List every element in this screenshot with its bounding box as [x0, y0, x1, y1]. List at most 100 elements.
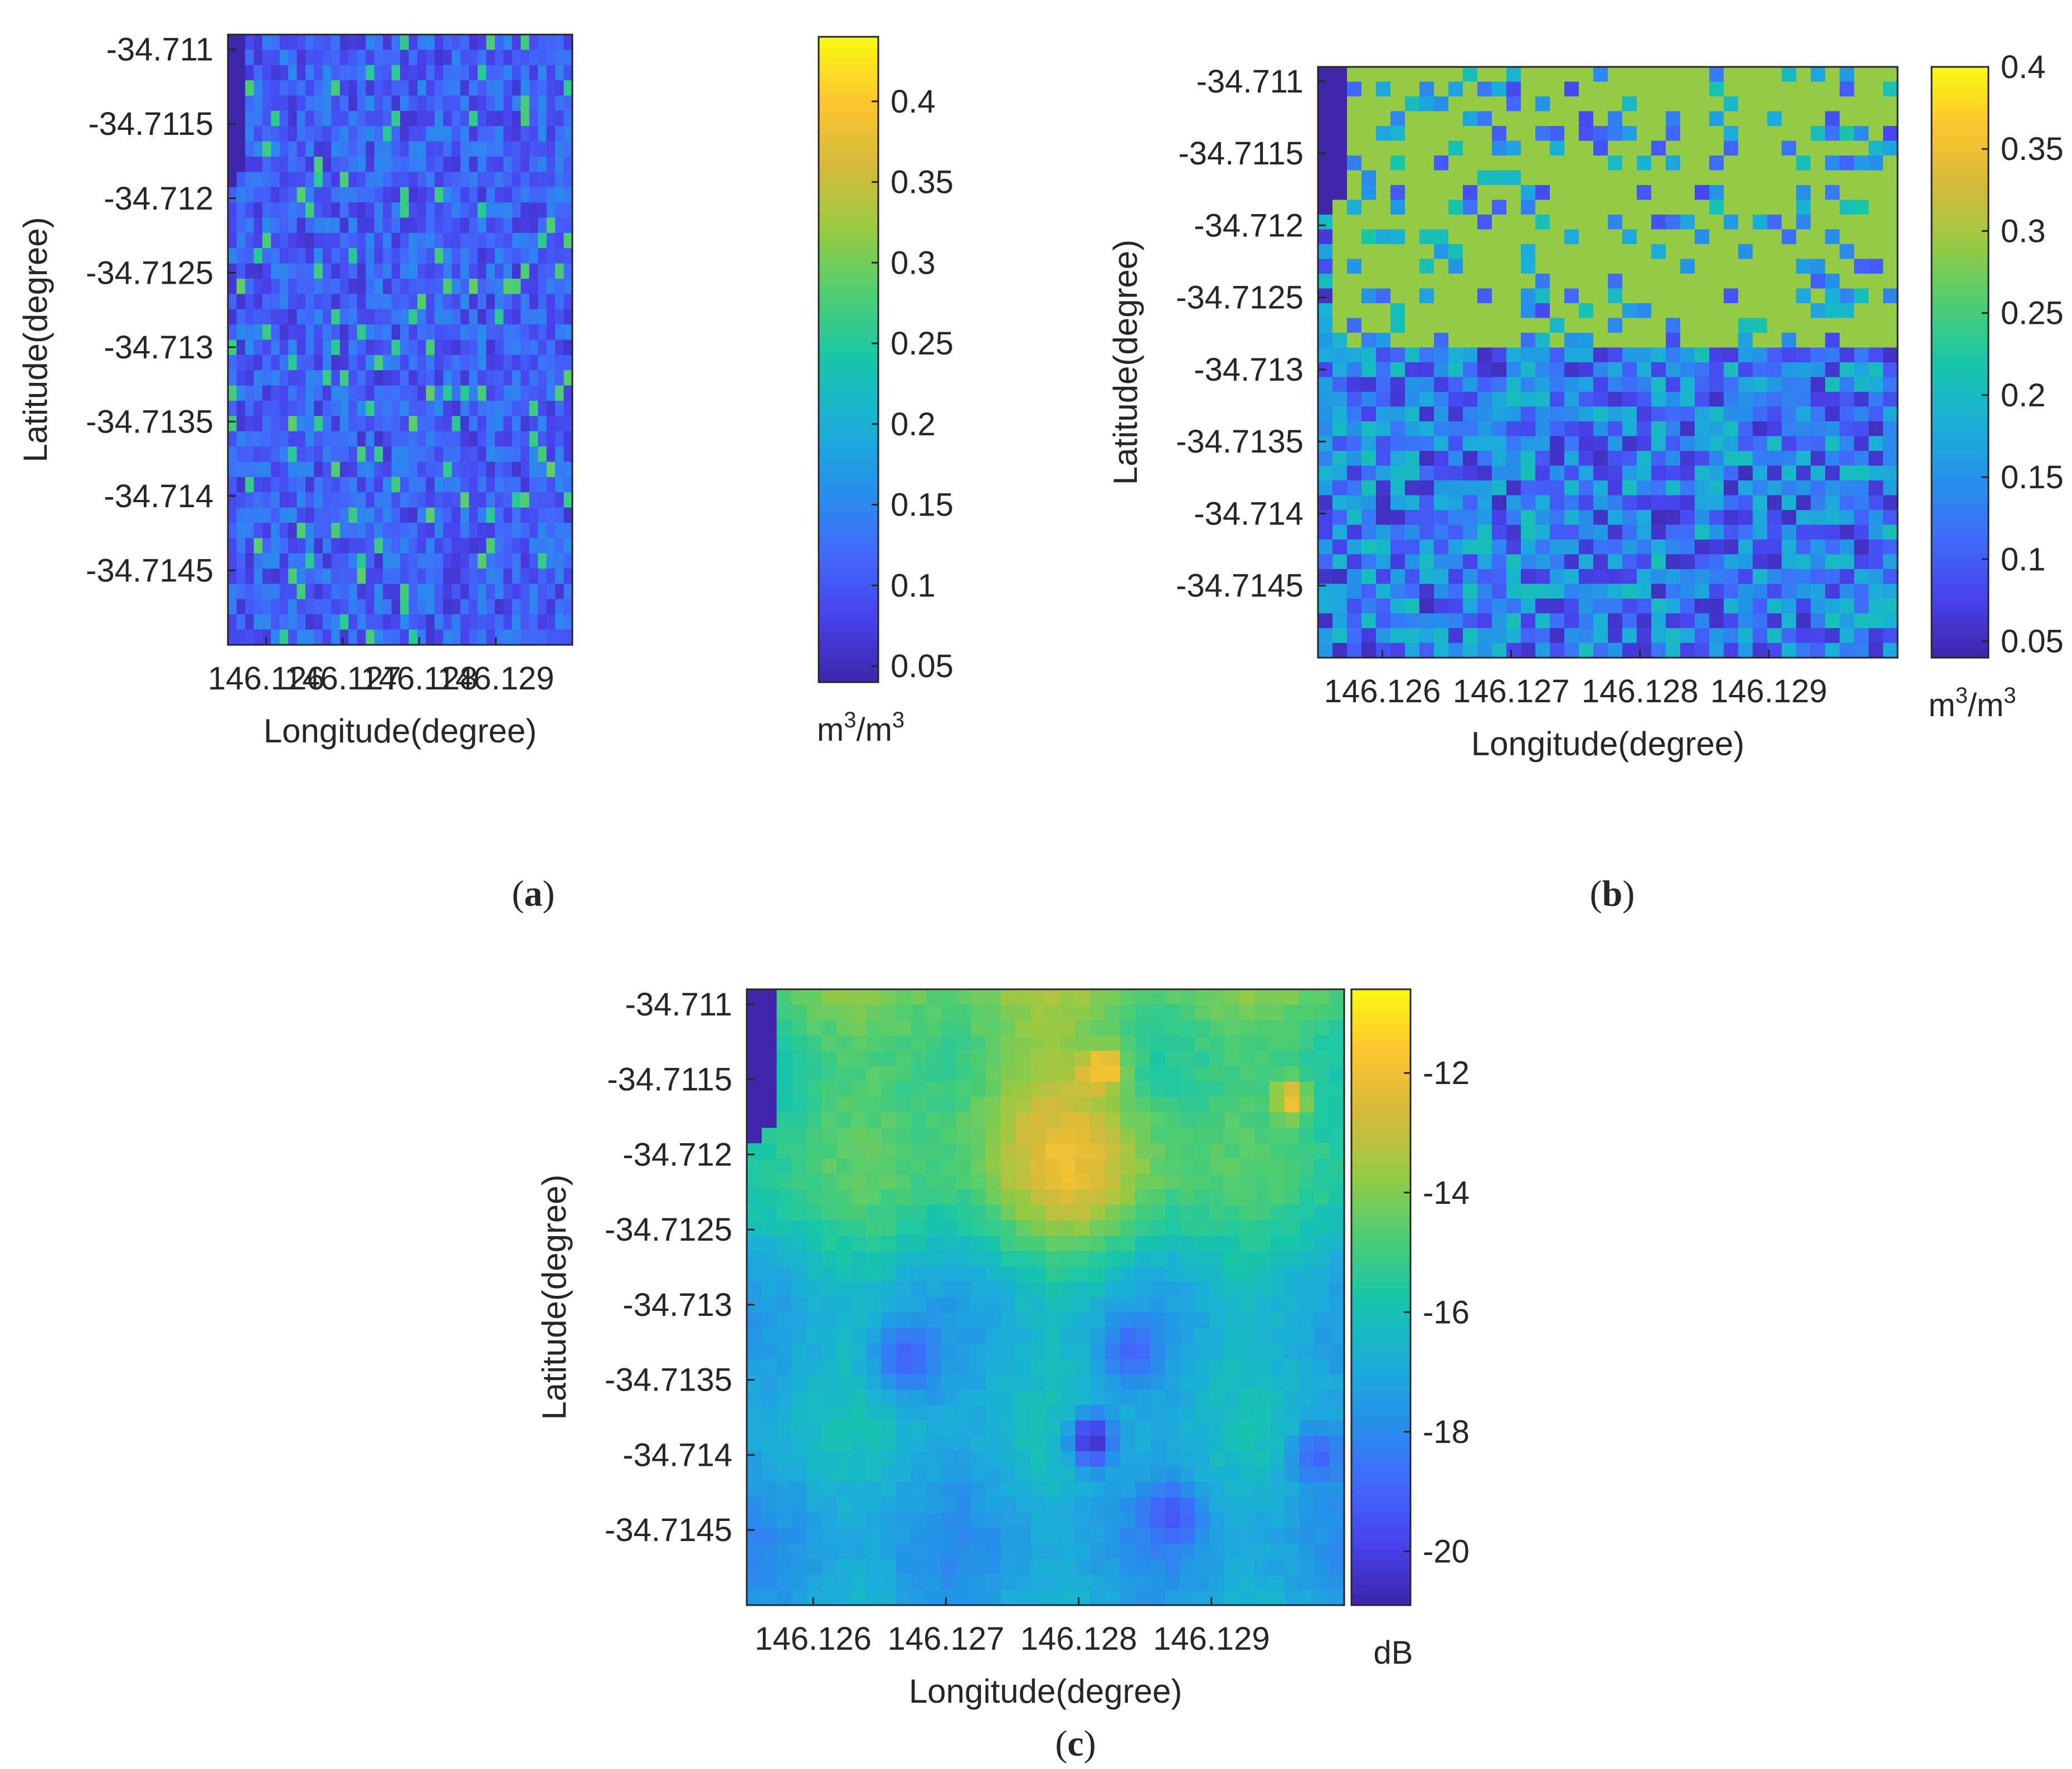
heatmap-cell	[546, 202, 556, 218]
heatmap-cell	[478, 65, 487, 81]
heatmap-cell	[1738, 229, 1753, 245]
heatmap-cell	[426, 507, 435, 523]
heatmap-cell	[400, 294, 410, 310]
heatmap-cell	[1535, 465, 1550, 481]
heatmap-cell	[279, 279, 289, 294]
heatmap-cell	[339, 35, 349, 50]
heatmap-cell	[1738, 599, 1753, 614]
heatmap-cell	[296, 309, 306, 325]
heatmap-cell	[1477, 406, 1492, 422]
heatmap-cell	[469, 553, 478, 569]
heatmap-cell	[469, 232, 478, 249]
heatmap-cell	[236, 431, 246, 447]
heatmap-cell	[1463, 170, 1478, 186]
heatmap-cell	[1579, 451, 1594, 466]
heatmap-cell	[1165, 1404, 1180, 1421]
heatmap-cell	[366, 385, 375, 401]
heatmap-cell	[245, 446, 254, 463]
heatmap-cell	[546, 80, 556, 96]
heatmap-cell	[1254, 1451, 1270, 1467]
heatmap-cell	[1150, 1020, 1165, 1036]
heatmap-cell	[1045, 1220, 1061, 1236]
heatmap-cell	[400, 492, 410, 508]
heatmap-cell	[1239, 1004, 1255, 1020]
heatmap-cell	[1738, 333, 1753, 348]
heatmap-cell	[254, 263, 263, 279]
heatmap-cell	[747, 1543, 762, 1559]
heatmap-cell	[1622, 81, 1637, 97]
heatmap-cell	[1419, 333, 1434, 348]
heatmap-cell	[881, 1236, 897, 1252]
heatmap-cell	[322, 110, 332, 127]
heatmap-cell	[1825, 584, 1840, 599]
colorbar-tick-label: 0.35	[2001, 131, 2064, 167]
heatmap-cell	[956, 1328, 971, 1344]
heatmap-cell	[314, 507, 323, 523]
heatmap-cell	[1150, 1482, 1165, 1498]
heatmap-cell	[271, 217, 280, 234]
colorbar-step	[1932, 377, 1988, 383]
heatmap-cell	[1090, 1143, 1106, 1159]
heatmap-cell	[1535, 259, 1550, 274]
heatmap-cell	[1135, 1051, 1151, 1067]
heatmap-cell	[1376, 613, 1391, 629]
heatmap-cell	[1695, 215, 1710, 230]
heatmap-cell	[1608, 67, 1623, 82]
heatmap-cell	[366, 629, 375, 645]
heatmap-cell	[503, 35, 513, 50]
heatmap-cell	[911, 1281, 927, 1298]
heatmap-cell	[747, 1174, 762, 1190]
heatmap-cell	[1738, 96, 1753, 112]
heatmap-cell	[926, 1328, 941, 1344]
heatmap-cell	[1477, 229, 1492, 245]
heatmap-cell	[417, 584, 426, 600]
heatmap-cell	[443, 339, 453, 356]
heatmap-cell	[1854, 170, 1869, 186]
heatmap-cell	[1318, 318, 1333, 333]
heatmap-cell	[400, 599, 410, 615]
heatmap-cell	[791, 1081, 807, 1097]
heatmap-cell	[348, 431, 358, 447]
colorbar-step	[1932, 180, 1988, 186]
heatmap-cell	[776, 1466, 792, 1483]
heatmap-cell	[1811, 303, 1826, 319]
heatmap-cell	[494, 126, 504, 142]
heatmap-cell	[911, 1343, 927, 1359]
heatmap-cell	[1270, 1436, 1285, 1452]
heatmap-cell	[434, 401, 444, 416]
heatmap-cell	[469, 65, 478, 81]
colorbar-step	[1932, 603, 1988, 609]
heatmap-cell	[1680, 288, 1695, 304]
heatmap-cell	[1419, 451, 1434, 466]
heatmap-cell	[1299, 1143, 1315, 1159]
heatmap-cell	[1419, 392, 1434, 407]
heatmap-cell	[400, 50, 410, 66]
heatmap-cell	[1840, 111, 1855, 127]
heatmap-cell	[546, 248, 556, 264]
heatmap-cell	[1075, 1420, 1091, 1436]
colorbar-step	[1932, 106, 1988, 112]
heatmap-cell	[971, 1220, 986, 1236]
heatmap-cell	[460, 309, 470, 325]
heatmap-cell	[469, 50, 478, 66]
heatmap-cell	[1180, 1466, 1195, 1483]
heatmap-cell	[348, 157, 358, 172]
heatmap-cell	[761, 1466, 777, 1483]
heatmap-cell	[366, 477, 375, 493]
heatmap-cell	[747, 1497, 762, 1513]
heatmap-cell	[1209, 1081, 1225, 1097]
heatmap-cell	[426, 263, 435, 279]
heatmap-cell	[776, 1112, 792, 1129]
heatmap-cell	[1477, 288, 1492, 304]
heatmap-cell	[1120, 989, 1136, 1005]
heatmap-cell	[305, 110, 315, 127]
heatmap-cell	[503, 80, 513, 96]
heatmap-cell	[851, 1220, 867, 1236]
heatmap-cell	[451, 553, 461, 569]
heatmap-cell	[236, 294, 246, 310]
heatmap-cell	[1869, 155, 1884, 171]
heatmap-cell	[806, 1543, 822, 1559]
heatmap-cell	[348, 232, 358, 249]
colorbar-step	[819, 499, 878, 506]
heatmap-cell	[254, 553, 263, 569]
